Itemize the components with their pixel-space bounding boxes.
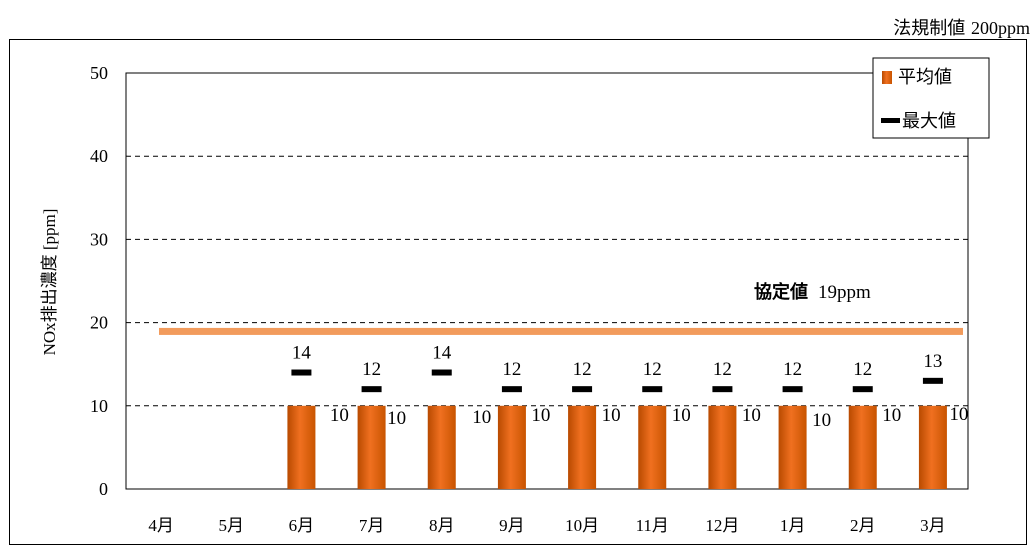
x-tick-label: 3月: [920, 516, 946, 535]
x-tick-label: 8月: [429, 516, 455, 535]
data-label-max: 12: [643, 359, 662, 380]
legend-label-max: 最大値: [902, 111, 956, 132]
x-tick-label: 2月: [850, 516, 876, 535]
data-label-average: 10: [672, 405, 691, 426]
data-label-max: 14: [292, 343, 312, 364]
legend-swatch-max: [881, 118, 900, 123]
data-label-average: 10: [949, 404, 968, 425]
max-marker: [782, 386, 803, 393]
x-tick-label: 11月: [636, 516, 669, 535]
y-tick-label: 40: [90, 146, 108, 166]
legend: 平均値 最大値: [872, 57, 990, 139]
y-tick-label: 20: [90, 313, 108, 333]
bar-average: [848, 405, 877, 489]
bar-average: [497, 405, 526, 489]
data-label-average: 10: [882, 405, 901, 426]
data-label-average: 10: [330, 405, 349, 426]
bar-average: [638, 405, 667, 489]
max-marker: [501, 386, 522, 393]
agreement-line: [159, 327, 963, 335]
chart-frame: [9, 39, 1027, 545]
bar-average: [287, 405, 316, 489]
bar-average: [708, 405, 737, 489]
y-tick-label: 0: [99, 479, 108, 499]
bar-average: [918, 405, 947, 489]
x-tick-label: 9月: [499, 516, 525, 535]
max-marker: [291, 369, 312, 376]
regulation-value: 法規制値 200ppm: [893, 18, 1030, 39]
data-label-max: 12: [573, 359, 592, 380]
max-marker: [431, 369, 452, 376]
data-label-average: 10: [812, 410, 831, 431]
x-tick-label: 10月: [565, 516, 599, 535]
data-label-average: 10: [602, 405, 621, 426]
bar-average: [427, 405, 456, 489]
y-tick-label: 10: [90, 396, 108, 416]
data-label-average: 10: [742, 405, 761, 426]
data-label-average: 10: [531, 405, 550, 426]
x-tick-label: 12月: [705, 516, 739, 535]
x-tick-label: 5月: [219, 516, 245, 535]
bar-average: [778, 405, 807, 489]
data-label-average: 10: [387, 408, 406, 429]
x-tick-label: 6月: [289, 516, 315, 535]
data-label-max: 12: [713, 359, 732, 380]
x-tick-label: 7月: [359, 516, 385, 535]
bar-average: [357, 405, 386, 489]
y-tick-label: 50: [90, 63, 108, 83]
data-label-max: 12: [502, 359, 521, 380]
plot-area: [125, 72, 969, 490]
y-axis-label: NOx排出濃度 [ppm]: [40, 209, 59, 356]
max-marker: [852, 386, 873, 393]
legend-swatch-avg: [882, 71, 892, 84]
x-tick-label: 1月: [780, 516, 806, 535]
data-label-max: 12: [853, 359, 872, 380]
max-marker: [712, 386, 733, 393]
agreement-label: 協定値 19ppm: [754, 281, 871, 303]
x-tick-label: 4月: [148, 516, 174, 535]
data-label-max: 12: [362, 359, 381, 380]
bar-average: [568, 405, 597, 489]
max-marker: [361, 386, 382, 393]
max-marker: [572, 386, 593, 393]
legend-label-avg: 平均値: [898, 67, 952, 88]
data-label-average: 10: [472, 407, 491, 428]
data-label-max: 12: [783, 359, 802, 380]
y-tick-label: 30: [90, 229, 108, 249]
data-label-max: 13: [923, 351, 942, 372]
max-marker: [922, 377, 943, 384]
data-label-max: 14: [432, 343, 452, 364]
max-marker: [642, 386, 663, 393]
